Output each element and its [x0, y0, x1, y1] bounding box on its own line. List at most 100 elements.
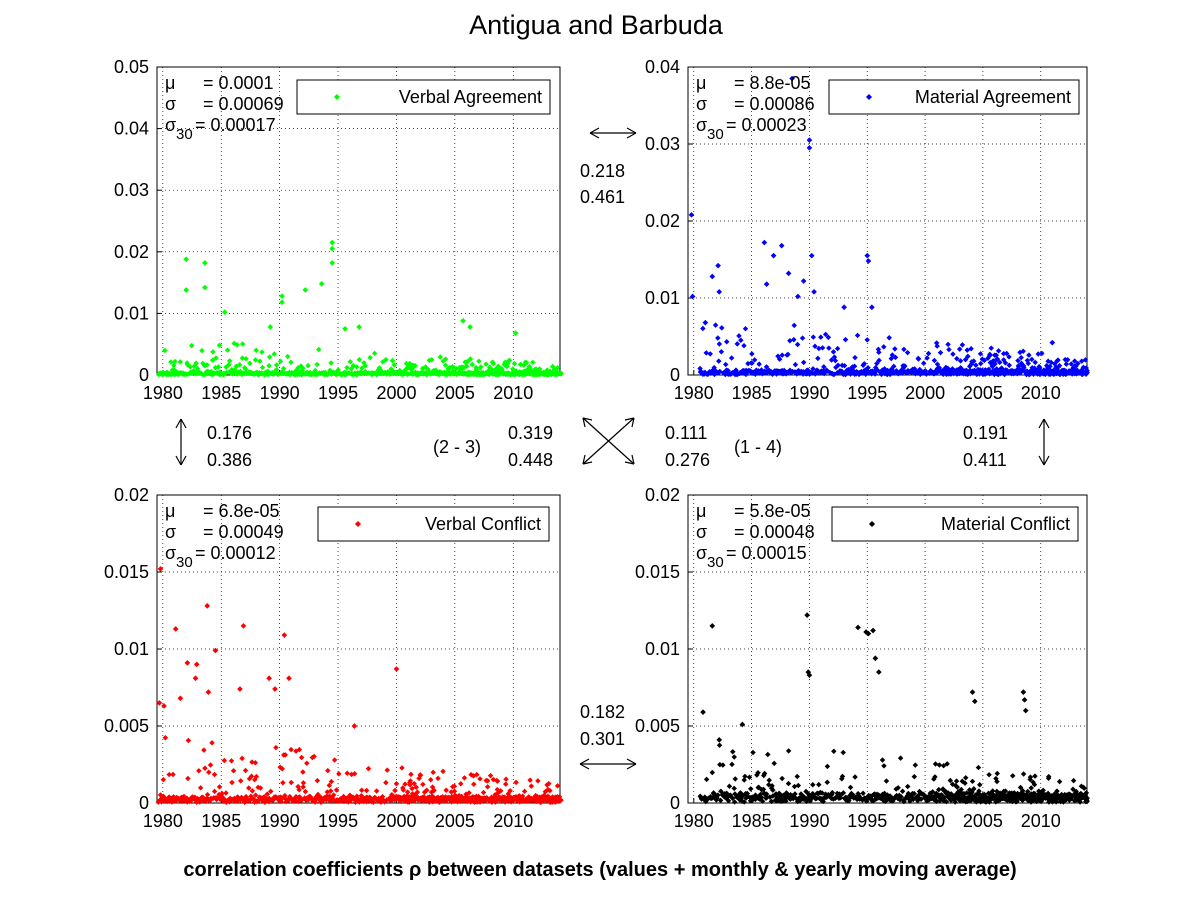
data-point — [800, 278, 807, 284]
y-tick-label: 0.02 — [645, 485, 680, 505]
data-point — [162, 735, 169, 741]
data-point — [718, 788, 724, 795]
data-point — [277, 358, 284, 365]
data-point — [904, 349, 911, 356]
data-point — [829, 791, 835, 798]
data-point — [264, 791, 271, 797]
data-point — [732, 776, 738, 782]
data-point — [300, 769, 306, 775]
data-point — [209, 357, 216, 363]
data-point — [741, 342, 747, 349]
data-point — [804, 612, 810, 618]
x-tick-label: 1980 — [674, 811, 714, 831]
data-point — [216, 784, 223, 790]
data-point — [300, 365, 306, 371]
data-point — [794, 773, 800, 780]
data-point — [1032, 773, 1038, 779]
data-point — [311, 753, 317, 760]
data-point — [194, 365, 201, 372]
data-point — [755, 784, 762, 790]
data-point — [726, 783, 733, 789]
data-point — [952, 799, 958, 805]
data-point — [965, 353, 971, 360]
data-point — [535, 778, 541, 784]
data-point — [959, 342, 966, 348]
data-point — [946, 346, 952, 353]
data-point — [1015, 357, 1021, 364]
data-point — [383, 356, 389, 363]
data-point — [925, 350, 932, 357]
data-point — [1006, 354, 1012, 360]
data-point — [724, 339, 730, 345]
data-point — [840, 749, 846, 756]
y-tick-label: 0 — [670, 365, 680, 385]
data-point — [249, 788, 256, 794]
data-point — [891, 363, 897, 370]
data-point — [852, 774, 858, 780]
data-point — [874, 360, 880, 367]
data-point — [239, 355, 246, 361]
data-point — [282, 752, 289, 758]
corr-arrow-right — [1038, 418, 1050, 466]
data-point — [977, 782, 983, 788]
data-point — [727, 792, 734, 798]
data-point — [513, 779, 519, 786]
data-point — [359, 365, 365, 371]
data-point — [300, 780, 307, 786]
data-point — [1018, 354, 1024, 361]
data-point — [1045, 358, 1051, 364]
data-point — [156, 700, 163, 706]
data-point — [832, 357, 839, 364]
data-point — [994, 356, 1001, 362]
data-point — [852, 354, 858, 361]
data-point — [302, 287, 309, 293]
data-point — [771, 760, 777, 767]
data-point — [839, 773, 846, 780]
stat-sigma30-symbol: σ — [696, 115, 707, 135]
x-tick-label: 1990 — [260, 383, 300, 403]
data-point — [279, 766, 285, 772]
data-point — [347, 359, 354, 365]
data-point — [325, 767, 331, 774]
data-point — [734, 341, 740, 347]
data-point — [391, 362, 397, 368]
stat-sigma30-subscript: 30 — [176, 126, 193, 143]
x-tick-label: 2000 — [376, 383, 416, 403]
data-point — [528, 783, 535, 789]
data-point — [527, 777, 533, 783]
data-point — [968, 345, 974, 352]
data-point — [314, 777, 321, 784]
data-point — [940, 762, 947, 769]
data-point — [257, 785, 264, 791]
corr-bottom-yearly: 0.301 — [580, 729, 625, 749]
data-point — [1071, 358, 1078, 364]
data-point — [196, 768, 202, 774]
y-tick-label: 0 — [139, 365, 149, 385]
data-point — [755, 770, 761, 776]
data-point — [300, 784, 306, 790]
data-point — [1021, 696, 1028, 703]
data-point — [716, 289, 723, 295]
data-point — [393, 781, 400, 787]
data-point — [411, 780, 417, 787]
data-point — [359, 787, 365, 793]
data-point — [792, 791, 798, 797]
data-point — [171, 362, 177, 369]
data-point — [246, 785, 252, 791]
data-point — [810, 782, 816, 788]
data-point — [897, 755, 904, 761]
corr-right-monthly: 0.191 — [963, 423, 1008, 443]
corr-top-yearly: 0.461 — [580, 187, 625, 207]
data-point — [1027, 774, 1034, 780]
corr-left-yearly: 0.386 — [207, 450, 252, 470]
data-point — [193, 661, 200, 668]
data-point — [371, 350, 378, 357]
data-point — [204, 362, 210, 368]
data-point — [384, 767, 390, 773]
data-point — [749, 351, 755, 357]
data-point — [505, 358, 512, 364]
data-point — [957, 358, 964, 364]
data-point — [741, 799, 747, 805]
data-point — [166, 771, 172, 778]
data-point — [751, 357, 758, 363]
